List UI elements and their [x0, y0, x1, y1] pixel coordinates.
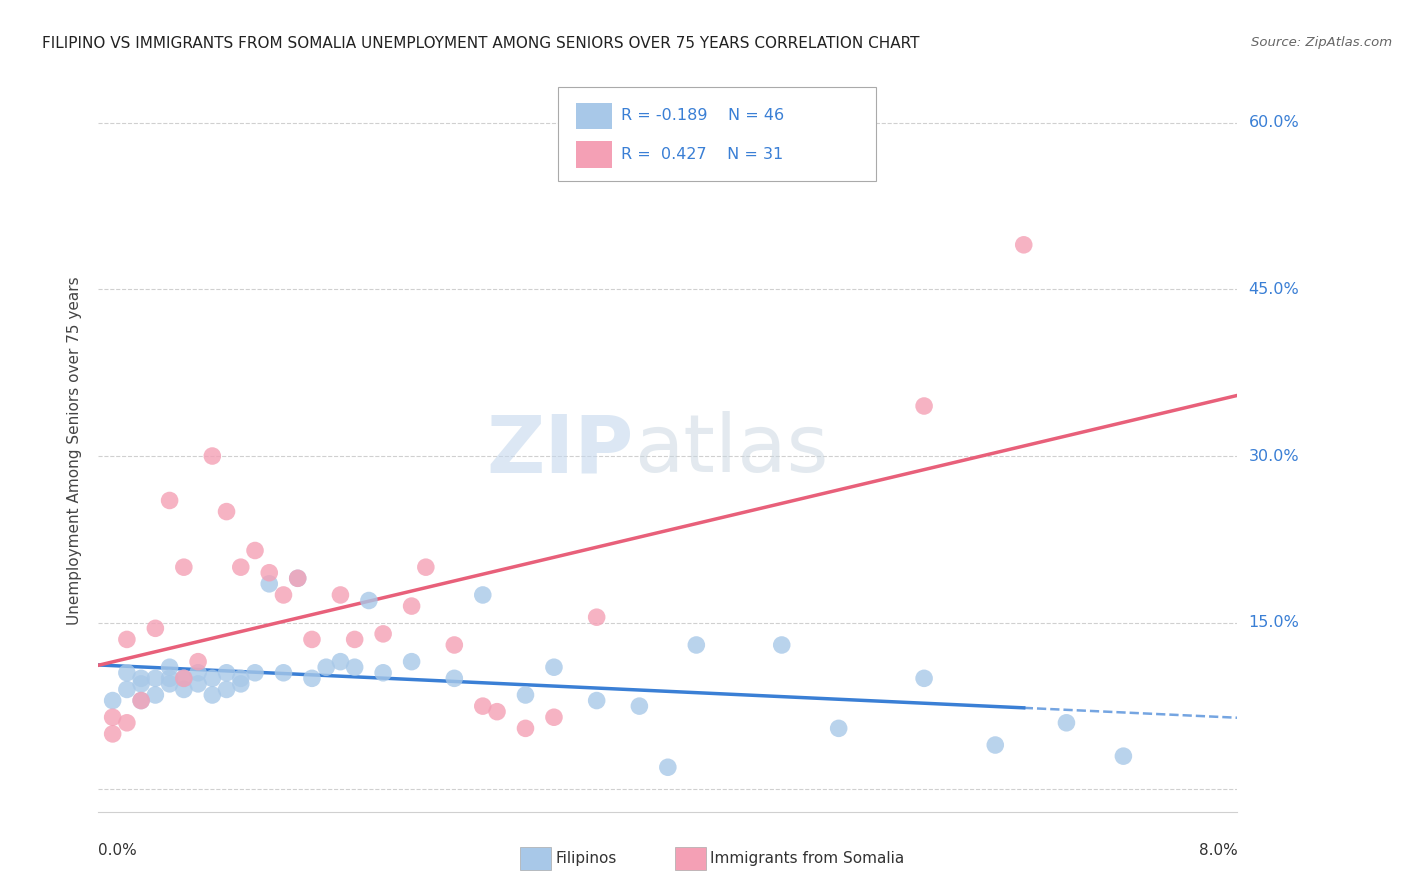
Point: [343, 632, 366, 647]
Point: [273, 588, 295, 602]
Point: [173, 682, 195, 697]
Point: [215, 682, 238, 697]
Point: [287, 571, 309, 585]
Point: [984, 738, 1007, 752]
Point: [173, 671, 195, 685]
Text: ZIP: ZIP: [486, 411, 634, 490]
Text: R =  0.427    N = 31: R = 0.427 N = 31: [621, 147, 783, 161]
Point: [357, 593, 380, 607]
Point: [515, 722, 537, 736]
Point: [415, 560, 437, 574]
Point: [1012, 237, 1035, 252]
Point: [401, 655, 423, 669]
Point: [101, 727, 124, 741]
Point: [173, 671, 195, 685]
Point: [187, 655, 209, 669]
Point: [159, 677, 181, 691]
Point: [443, 671, 465, 685]
Y-axis label: Unemployment Among Seniors over 75 years: Unemployment Among Seniors over 75 years: [67, 277, 83, 624]
Point: [443, 638, 465, 652]
Point: [159, 493, 181, 508]
Point: [657, 760, 679, 774]
Point: [828, 722, 851, 736]
Point: [273, 665, 295, 680]
Point: [173, 560, 195, 574]
Text: atlas: atlas: [634, 411, 828, 490]
Point: [229, 677, 252, 691]
Point: [145, 621, 167, 635]
Point: [585, 693, 607, 707]
Point: [471, 699, 494, 714]
Point: [129, 693, 152, 707]
Point: [543, 710, 565, 724]
Point: [229, 671, 252, 685]
Point: [543, 660, 565, 674]
Text: Source: ZipAtlas.com: Source: ZipAtlas.com: [1251, 36, 1392, 49]
Point: [187, 677, 209, 691]
Point: [101, 710, 124, 724]
Point: [1112, 749, 1135, 764]
Point: [201, 671, 224, 685]
Point: [685, 638, 707, 652]
Point: [259, 566, 281, 580]
Text: Immigrants from Somalia: Immigrants from Somalia: [710, 852, 904, 866]
Point: [229, 560, 252, 574]
Point: [101, 693, 124, 707]
Point: [243, 665, 266, 680]
Point: [329, 655, 352, 669]
Point: [343, 660, 366, 674]
Point: [145, 671, 167, 685]
Text: 8.0%: 8.0%: [1198, 843, 1237, 858]
Point: [215, 505, 238, 519]
Point: [628, 699, 651, 714]
Point: [301, 632, 323, 647]
Point: [129, 677, 152, 691]
Text: Filipinos: Filipinos: [555, 852, 617, 866]
Point: [187, 665, 209, 680]
Point: [401, 599, 423, 613]
Text: 15.0%: 15.0%: [1249, 615, 1299, 631]
Point: [115, 682, 138, 697]
Point: [1056, 715, 1078, 730]
Text: 0.0%: 0.0%: [98, 843, 138, 858]
Text: 45.0%: 45.0%: [1249, 282, 1299, 297]
Point: [115, 665, 138, 680]
Point: [215, 665, 238, 680]
Point: [145, 688, 167, 702]
Text: 60.0%: 60.0%: [1249, 115, 1299, 130]
Point: [159, 671, 181, 685]
Point: [585, 610, 607, 624]
Point: [115, 632, 138, 647]
Point: [912, 399, 935, 413]
Point: [301, 671, 323, 685]
Text: FILIPINO VS IMMIGRANTS FROM SOMALIA UNEMPLOYMENT AMONG SENIORS OVER 75 YEARS COR: FILIPINO VS IMMIGRANTS FROM SOMALIA UNEM…: [42, 36, 920, 51]
Point: [770, 638, 793, 652]
Point: [115, 715, 138, 730]
Point: [371, 665, 394, 680]
Point: [159, 660, 181, 674]
Point: [515, 688, 537, 702]
Point: [329, 588, 352, 602]
Point: [201, 449, 224, 463]
Point: [471, 588, 494, 602]
Point: [129, 671, 152, 685]
Point: [912, 671, 935, 685]
Point: [201, 688, 224, 702]
Point: [486, 705, 509, 719]
Text: R = -0.189    N = 46: R = -0.189 N = 46: [621, 109, 785, 123]
Point: [315, 660, 337, 674]
Point: [371, 627, 394, 641]
Point: [259, 577, 281, 591]
Point: [287, 571, 309, 585]
Text: 30.0%: 30.0%: [1249, 449, 1299, 464]
Point: [243, 543, 266, 558]
Point: [129, 693, 152, 707]
